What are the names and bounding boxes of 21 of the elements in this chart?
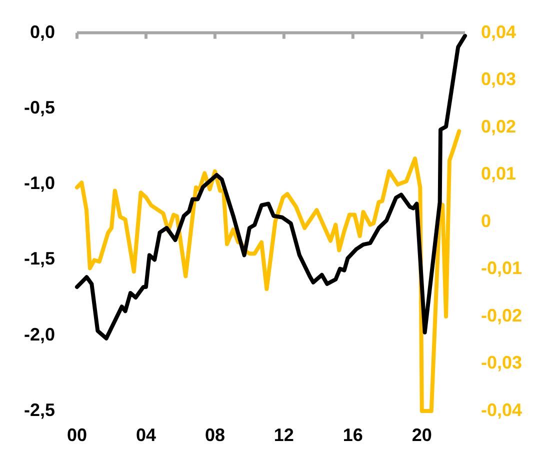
y2-tick-label: 0,04 bbox=[481, 22, 516, 42]
y2-tick-label: -0,01 bbox=[481, 258, 522, 278]
x-tick-label: 04 bbox=[136, 424, 156, 445]
x-tick-label: 08 bbox=[204, 424, 225, 445]
y-tick-label: -1,0 bbox=[24, 173, 55, 194]
y2-tick-label: -0,04 bbox=[481, 400, 522, 420]
y-tick-label: -2,5 bbox=[24, 400, 55, 420]
x-tick-label: 20 bbox=[412, 424, 432, 445]
x-tick-label: 16 bbox=[342, 424, 363, 445]
y2-tick-label: 0,01 bbox=[481, 164, 516, 184]
y2-tick-label: 0,03 bbox=[481, 69, 516, 90]
y2-tick-label: 0 bbox=[481, 210, 492, 231]
x-tick-label: 00 bbox=[66, 424, 88, 445]
y2-tick-label: 0,02 bbox=[481, 116, 516, 136]
y2-tick-label: -0,02 bbox=[481, 305, 522, 326]
y2-tick-label: -0,03 bbox=[481, 352, 522, 373]
y-tick-label: 0,0 bbox=[30, 22, 55, 42]
x-tick-label: 12 bbox=[274, 424, 294, 445]
y-tick-label: -1,5 bbox=[24, 248, 55, 269]
y-tick-label: -2,0 bbox=[24, 324, 55, 344]
y-tick-label: -0,5 bbox=[24, 97, 55, 118]
